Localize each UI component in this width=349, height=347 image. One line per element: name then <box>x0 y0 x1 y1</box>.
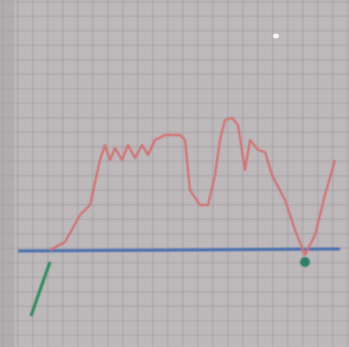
red-line <box>49 116 337 257</box>
green-stroke <box>29 261 52 317</box>
glare <box>273 33 279 39</box>
blue-line <box>17 247 341 253</box>
green-dot <box>300 257 310 267</box>
margin <box>0 0 14 347</box>
